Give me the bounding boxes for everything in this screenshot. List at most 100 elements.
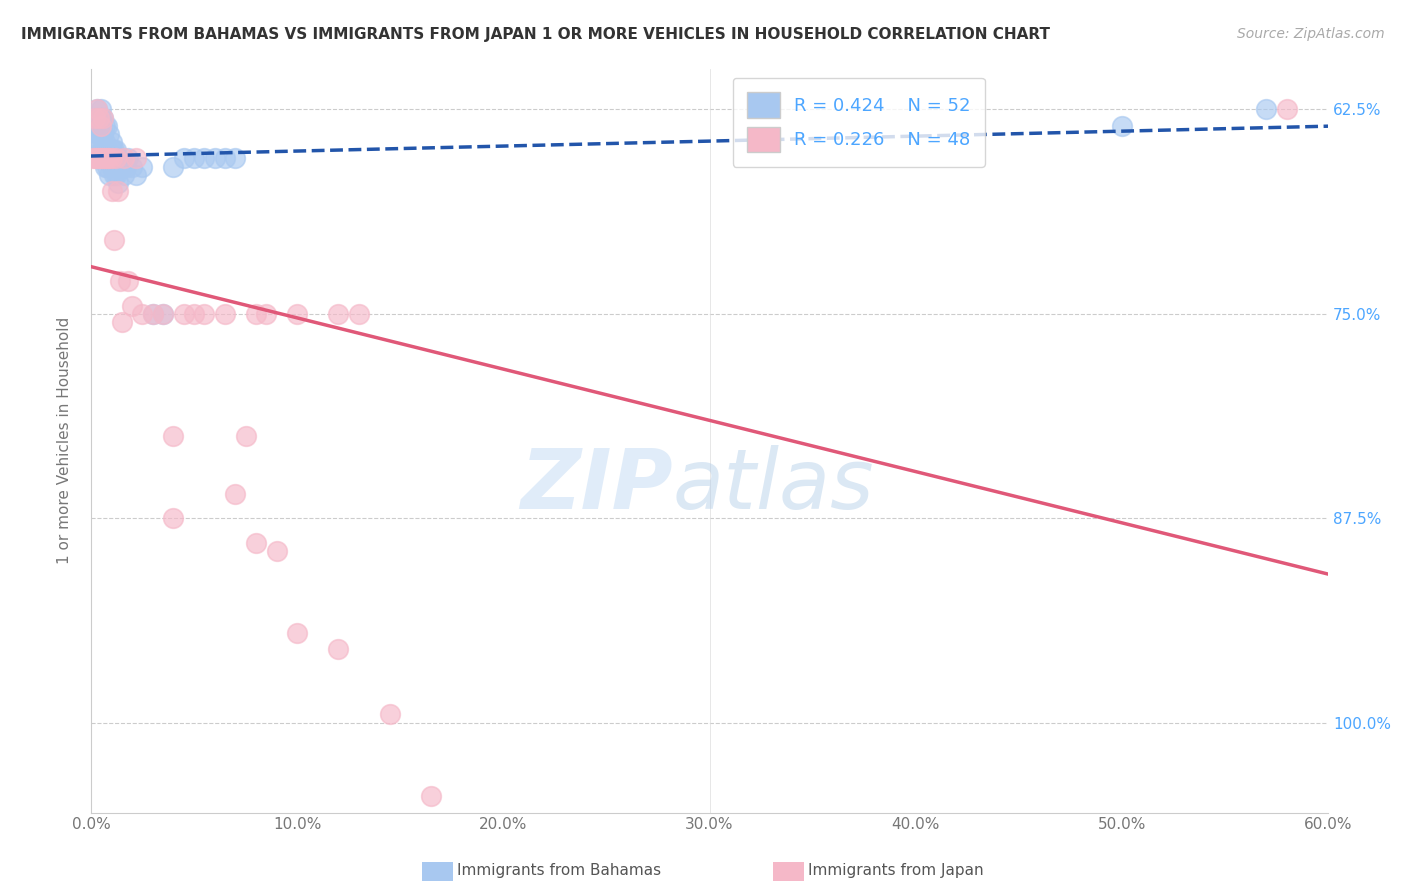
Point xyxy=(103,168,125,182)
Point xyxy=(94,152,117,166)
Point xyxy=(420,789,443,804)
Text: Immigrants from Bahamas: Immigrants from Bahamas xyxy=(457,863,661,878)
Point xyxy=(162,160,184,174)
Point xyxy=(266,544,288,558)
Point xyxy=(214,307,236,321)
Point xyxy=(328,307,350,321)
Point xyxy=(89,119,111,133)
Point xyxy=(84,135,107,149)
Point xyxy=(96,119,118,133)
Point xyxy=(86,152,108,166)
Point xyxy=(328,642,350,657)
Text: atlas: atlas xyxy=(672,445,875,525)
Point xyxy=(131,160,153,174)
Point xyxy=(162,429,184,443)
Point xyxy=(108,274,131,288)
Point xyxy=(100,135,122,149)
Point xyxy=(112,168,135,182)
Point xyxy=(107,152,129,166)
Point xyxy=(89,127,111,141)
Point xyxy=(104,143,127,157)
Point xyxy=(82,111,104,125)
Point xyxy=(89,111,111,125)
Point xyxy=(1275,103,1298,117)
Point xyxy=(117,152,139,166)
Point xyxy=(86,103,108,117)
Point xyxy=(142,307,165,321)
Point xyxy=(183,152,205,166)
Point xyxy=(142,307,165,321)
Text: ZIP: ZIP xyxy=(520,445,672,525)
Point xyxy=(103,233,125,247)
Point xyxy=(98,168,121,182)
Point xyxy=(1111,119,1133,133)
Text: Immigrants from Japan: Immigrants from Japan xyxy=(808,863,984,878)
Point xyxy=(98,152,121,166)
Point xyxy=(100,184,122,198)
Point xyxy=(125,152,148,166)
Point xyxy=(224,152,246,166)
Point xyxy=(96,160,118,174)
Point xyxy=(285,625,308,640)
Point xyxy=(245,535,267,549)
Point xyxy=(103,143,125,157)
Point xyxy=(152,307,174,321)
Point xyxy=(86,103,108,117)
Legend: R = 0.424    N = 52, R = 0.226    N = 48: R = 0.424 N = 52, R = 0.226 N = 48 xyxy=(733,78,986,167)
Point xyxy=(104,152,127,166)
Point xyxy=(224,486,246,500)
Point xyxy=(86,111,108,125)
Point xyxy=(84,152,107,166)
Point xyxy=(162,511,184,525)
Point xyxy=(117,274,139,288)
Point xyxy=(254,307,277,321)
Point xyxy=(100,160,122,174)
Point xyxy=(173,152,195,166)
Point xyxy=(90,103,112,117)
Point xyxy=(173,307,195,321)
Point xyxy=(91,111,114,125)
Point xyxy=(84,119,107,133)
Point xyxy=(204,152,226,166)
Point xyxy=(82,152,104,166)
Point xyxy=(98,127,121,141)
Point xyxy=(183,307,205,321)
Point xyxy=(107,176,129,190)
Point xyxy=(107,184,129,198)
Point xyxy=(131,307,153,321)
Point xyxy=(90,152,112,166)
Point xyxy=(193,152,215,166)
Text: Source: ZipAtlas.com: Source: ZipAtlas.com xyxy=(1237,27,1385,41)
Point xyxy=(100,152,122,166)
Point xyxy=(152,307,174,321)
Point xyxy=(89,152,111,166)
Point xyxy=(94,135,117,149)
Point xyxy=(112,152,135,166)
Point xyxy=(285,307,308,321)
Point xyxy=(214,152,236,166)
Point xyxy=(121,299,143,313)
Point xyxy=(111,160,134,174)
Point xyxy=(100,143,122,157)
Point xyxy=(90,143,112,157)
Text: IMMIGRANTS FROM BAHAMAS VS IMMIGRANTS FROM JAPAN 1 OR MORE VEHICLES IN HOUSEHOLD: IMMIGRANTS FROM BAHAMAS VS IMMIGRANTS FR… xyxy=(21,27,1050,42)
Point xyxy=(235,429,257,443)
Point xyxy=(90,127,112,141)
Point xyxy=(245,307,267,321)
Point xyxy=(378,707,401,722)
Point xyxy=(94,160,117,174)
Point xyxy=(91,127,114,141)
Point xyxy=(115,160,138,174)
Point xyxy=(86,127,108,141)
Point xyxy=(96,143,118,157)
Point xyxy=(90,111,112,125)
Point xyxy=(108,160,131,174)
Point xyxy=(104,168,127,182)
Point xyxy=(1256,103,1278,117)
Point xyxy=(91,111,114,125)
Point xyxy=(84,111,107,125)
Point xyxy=(91,152,114,166)
Y-axis label: 1 or more Vehicles in Household: 1 or more Vehicles in Household xyxy=(58,317,72,564)
Point xyxy=(193,307,215,321)
Point xyxy=(347,307,370,321)
